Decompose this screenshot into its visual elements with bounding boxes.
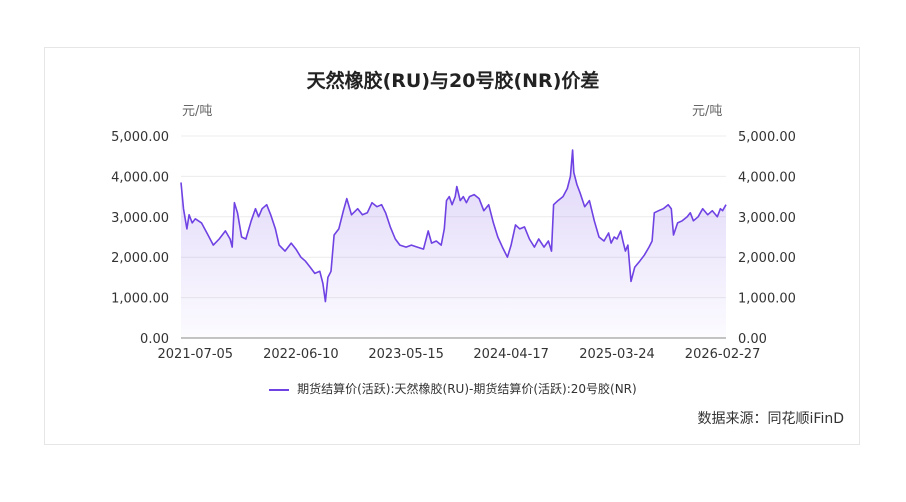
y-tick-label-left: 4,000.00 [111, 170, 169, 185]
y-tick-label-left: 2,000.00 [111, 251, 169, 266]
y-tick-label-left: 3,000.00 [111, 211, 169, 226]
x-tick-label: 2026-02-27 [685, 347, 761, 362]
chart-title: 天然橡胶(RU)与20号胶(NR)价差 [306, 70, 600, 92]
y-tick-label-right: 5,000.00 [738, 130, 796, 145]
legend-swatch [269, 388, 290, 391]
y-tick-label-right: 0.00 [738, 332, 767, 347]
chart-legend[interactable]: 期货结算价(活跃):天然橡胶(RU)-期货结算价(活跃):20号胶(NR) [0, 380, 906, 397]
y-unit-right: 元/吨 [692, 104, 723, 119]
y-tick-label-left: 0.00 [140, 332, 169, 347]
y-tick-label-right: 1,000.00 [738, 292, 796, 307]
y-tick-label-right: 2,000.00 [738, 251, 796, 266]
series-line [180, 149, 727, 303]
x-tick-label: 2022-06-10 [263, 347, 339, 362]
y-tick-label-left: 1,000.00 [111, 292, 169, 307]
y-tick-label-right: 3,000.00 [738, 211, 796, 226]
x-tick-label: 2023-05-15 [368, 347, 444, 362]
legend-label: 期货结算价(活跃):天然橡胶(RU)-期货结算价(活跃):20号胶(NR) [297, 382, 637, 396]
y-unit-left: 元/吨 [182, 104, 213, 119]
x-tick-label: 2024-04-17 [473, 347, 549, 362]
y-tick-label-left: 5,000.00 [111, 130, 169, 145]
x-tick-label: 2021-07-05 [158, 347, 234, 362]
x-tick-label: 2025-03-24 [579, 347, 655, 362]
data-source: 数据来源：同花顺iFinD [697, 411, 844, 427]
y-tick-label-right: 4,000.00 [738, 170, 796, 185]
series-area [181, 150, 726, 338]
